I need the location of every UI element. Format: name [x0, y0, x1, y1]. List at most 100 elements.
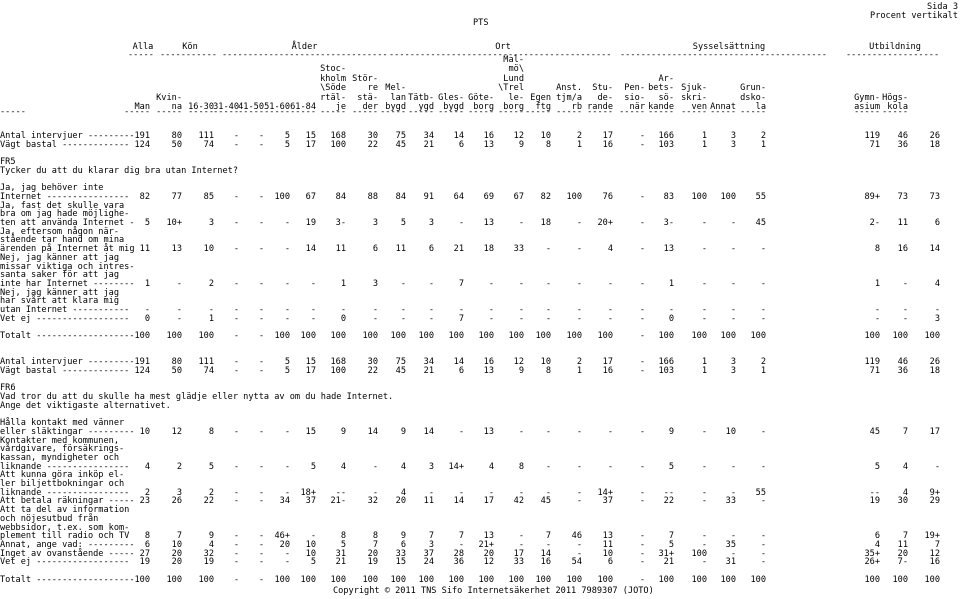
column-header-line: der: [362, 102, 378, 112]
table-cell: 67: [513, 191, 524, 202]
table-cell: 71: [869, 139, 880, 150]
table-cell: 26: [929, 131, 940, 141]
table-cell: -: [576, 313, 582, 324]
table-cell: -: [284, 461, 290, 472]
table-cell: 7: [458, 531, 464, 542]
table-cell: -: [233, 278, 239, 289]
row-label: liknande ----------------: [0, 487, 130, 498]
question-text: kassan, myndigheter och: [0, 452, 119, 463]
table-cell: 7: [458, 313, 464, 324]
column-underline: -----: [498, 107, 524, 118]
table-cell: -: [902, 278, 908, 289]
question-text: Nej, jag känner att jag: [0, 252, 119, 263]
column-header-line: bygd: [443, 102, 464, 112]
table-cell: -: [258, 539, 264, 550]
group-underline: ----------------------------------------: [620, 50, 827, 60]
row-label: utan Internet -----------: [0, 305, 130, 315]
column-header-line: Stu-: [592, 83, 613, 94]
row-label: Antal intervjuer ---------: [0, 131, 135, 141]
table-cell: 3: [730, 357, 736, 368]
table-cell: -: [284, 487, 290, 498]
column-underline: -----: [188, 107, 214, 118]
column-underline: -----: [525, 107, 551, 118]
table-cell: -: [701, 461, 707, 472]
table-cell: -: [874, 313, 880, 324]
table-cell: -: [545, 487, 551, 498]
table-cell: -: [258, 531, 264, 542]
table-cell: 100: [166, 331, 182, 342]
table-cell: 16: [540, 557, 551, 568]
column-underline: -----: [290, 107, 316, 118]
table-cell: -: [176, 305, 182, 315]
table-cell: 1: [760, 365, 766, 376]
table-cell: 13: [483, 426, 494, 437]
question-text: Ange det viktigaste alternativet.: [0, 400, 171, 411]
table-cell: -: [258, 278, 264, 289]
row-label: ärenden på Internet åt mig: [0, 244, 135, 255]
table-cell: 46: [571, 531, 582, 542]
row-label: inte har Internet --------: [0, 278, 135, 289]
table-cell: 33: [513, 244, 524, 255]
table-cell: 33: [513, 557, 524, 568]
copyright: Copyright © 2011 TNS Sifo Internetsäkerh…: [333, 586, 654, 596]
table-cell: 17: [483, 496, 494, 507]
table-cell: -: [284, 218, 290, 228]
table-cell: 11: [897, 218, 908, 228]
question-text: Ja, eftersom någon när-: [0, 226, 119, 237]
table-cell: 100: [198, 331, 214, 342]
table-cell: 100: [330, 365, 346, 376]
column-header-line: 51-60: [264, 102, 290, 112]
table-cell: -: [545, 278, 551, 289]
table-cell: -: [545, 313, 551, 324]
table-cell: 100: [924, 574, 940, 585]
table-cell: 100: [535, 331, 551, 342]
table-cell: 1: [701, 131, 707, 141]
table-cell: 100: [691, 548, 707, 559]
column-header-line: bygd: [385, 102, 406, 112]
table-cell: 26: [929, 357, 940, 368]
table-cell: -: [760, 278, 766, 289]
row-label: Totalt -------------------: [0, 574, 135, 585]
table-cell: -: [258, 496, 264, 507]
column-underline: -----: [238, 107, 264, 118]
table-cell: -: [258, 313, 264, 324]
table-cell: -: [310, 305, 316, 315]
table-cell: -: [233, 218, 239, 228]
table-cell: -: [701, 278, 707, 289]
column-header-line: le-: [508, 92, 524, 103]
table-cell: 36: [453, 557, 464, 568]
table-cell: 100: [448, 331, 464, 342]
row-label: Annat, ange vad: ---------: [0, 539, 135, 550]
table-cell: 100: [658, 574, 674, 585]
table-cell: -: [233, 244, 239, 255]
table-cell: -: [730, 305, 736, 315]
column-underline: -----: [648, 107, 674, 118]
row-label: Vägt bastal -------------: [0, 139, 130, 150]
table-cell: -: [902, 313, 908, 324]
table-cell: 10: [540, 131, 551, 141]
table-cell: 3: [730, 139, 736, 150]
table-cell: 10: [540, 357, 551, 368]
table-cell: 22: [663, 496, 674, 507]
table-cell: 36: [897, 139, 908, 150]
table-cell: 7: [458, 278, 464, 289]
table-cell: 13: [483, 139, 494, 150]
table-cell: 0: [144, 313, 150, 324]
table-cell: 1: [760, 139, 766, 150]
table-cell: 32: [367, 496, 378, 507]
table-cell: 9: [400, 531, 406, 542]
table-cell: -: [760, 539, 766, 550]
table-cell: -: [639, 548, 645, 559]
table-cell: -: [576, 548, 582, 559]
table-cell: -: [258, 218, 264, 228]
table-cell: 100: [892, 331, 908, 342]
table-cell: 76: [602, 191, 613, 202]
table-cell: 7: [545, 531, 551, 542]
table-cell: -: [458, 539, 464, 550]
column-header-line: när: [629, 102, 645, 112]
table-cell: 30: [367, 131, 378, 141]
table-cell: 12: [929, 548, 940, 559]
row-label: plement till radio och TV: [0, 531, 130, 542]
table-cell: 73: [897, 191, 908, 202]
table-cell: 55: [755, 191, 766, 202]
